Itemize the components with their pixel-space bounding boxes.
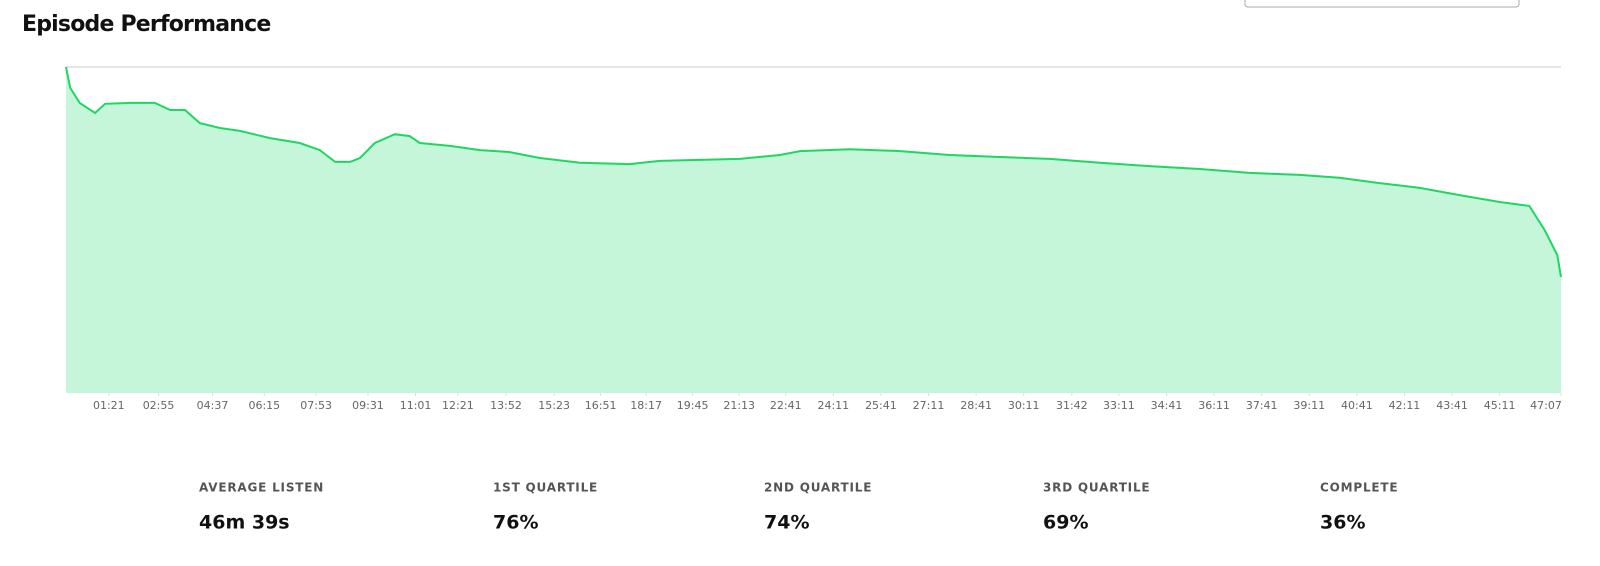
- stat-label: 1ST QUARTILE: [493, 481, 598, 495]
- x-tick-label: 33:11: [1103, 399, 1135, 412]
- chart-title: Episode Performance: [22, 12, 270, 37]
- dropdown[interactable]: [1244, 0, 1520, 8]
- x-tick-label: 42:11: [1389, 399, 1421, 412]
- x-tick-label: 07:53: [300, 399, 332, 412]
- x-tick-label: 40:41: [1341, 399, 1373, 412]
- x-tick-label: 19:45: [677, 399, 709, 412]
- stat-value: 46m 39s: [199, 512, 290, 534]
- x-tick-label: 25:41: [865, 399, 897, 412]
- stat-label: 3RD QUARTILE: [1043, 481, 1150, 495]
- x-tick-label: 30:11: [1008, 399, 1040, 412]
- x-tick-label: 27:11: [913, 399, 945, 412]
- x-tick-label: 04:37: [197, 399, 229, 412]
- stat-value: 74%: [764, 512, 809, 534]
- stat-label: 2ND QUARTILE: [764, 481, 872, 495]
- x-tick-label: 37:41: [1246, 399, 1278, 412]
- stat-value: 69%: [1043, 512, 1088, 534]
- x-tick-label: 24:11: [817, 399, 849, 412]
- x-tick-label: 43:41: [1436, 399, 1468, 412]
- x-tick-label: 31:42: [1056, 399, 1088, 412]
- stat-value: 36%: [1320, 512, 1365, 534]
- line: [65, 66, 1562, 278]
- x-tick-label: 47:07: [1530, 399, 1562, 412]
- x-tick-label: 21:13: [723, 399, 755, 412]
- x-tick-label: 11:01: [400, 399, 432, 412]
- stat-label: COMPLETE: [1320, 481, 1398, 495]
- x-tick-label: 22:41: [770, 399, 802, 412]
- stat-value: 76%: [493, 512, 538, 534]
- x-tick-label: 28:41: [960, 399, 992, 412]
- x-tick-label: 09:31: [352, 399, 384, 412]
- x-tick-label: 02:55: [143, 399, 175, 412]
- area-fill: [66, 67, 1561, 393]
- x-tick-label: 01:21: [93, 399, 125, 412]
- x-tick-label: 06:15: [248, 399, 280, 412]
- x-tick-label: 12:21: [442, 399, 474, 412]
- x-tick-label: 15:23: [538, 399, 570, 412]
- x-tick-label: 45:11: [1484, 399, 1516, 412]
- x-tick-label: 18:17: [630, 399, 662, 412]
- x-tick-label: 39:11: [1293, 399, 1325, 412]
- stat-label: AVERAGE LISTEN: [199, 481, 324, 495]
- x-tick-label: 16:51: [585, 399, 617, 412]
- x-tick-label: 34:41: [1151, 399, 1183, 412]
- x-tick-label: 13:52: [490, 399, 522, 412]
- x-tick-label: 36:11: [1198, 399, 1230, 412]
